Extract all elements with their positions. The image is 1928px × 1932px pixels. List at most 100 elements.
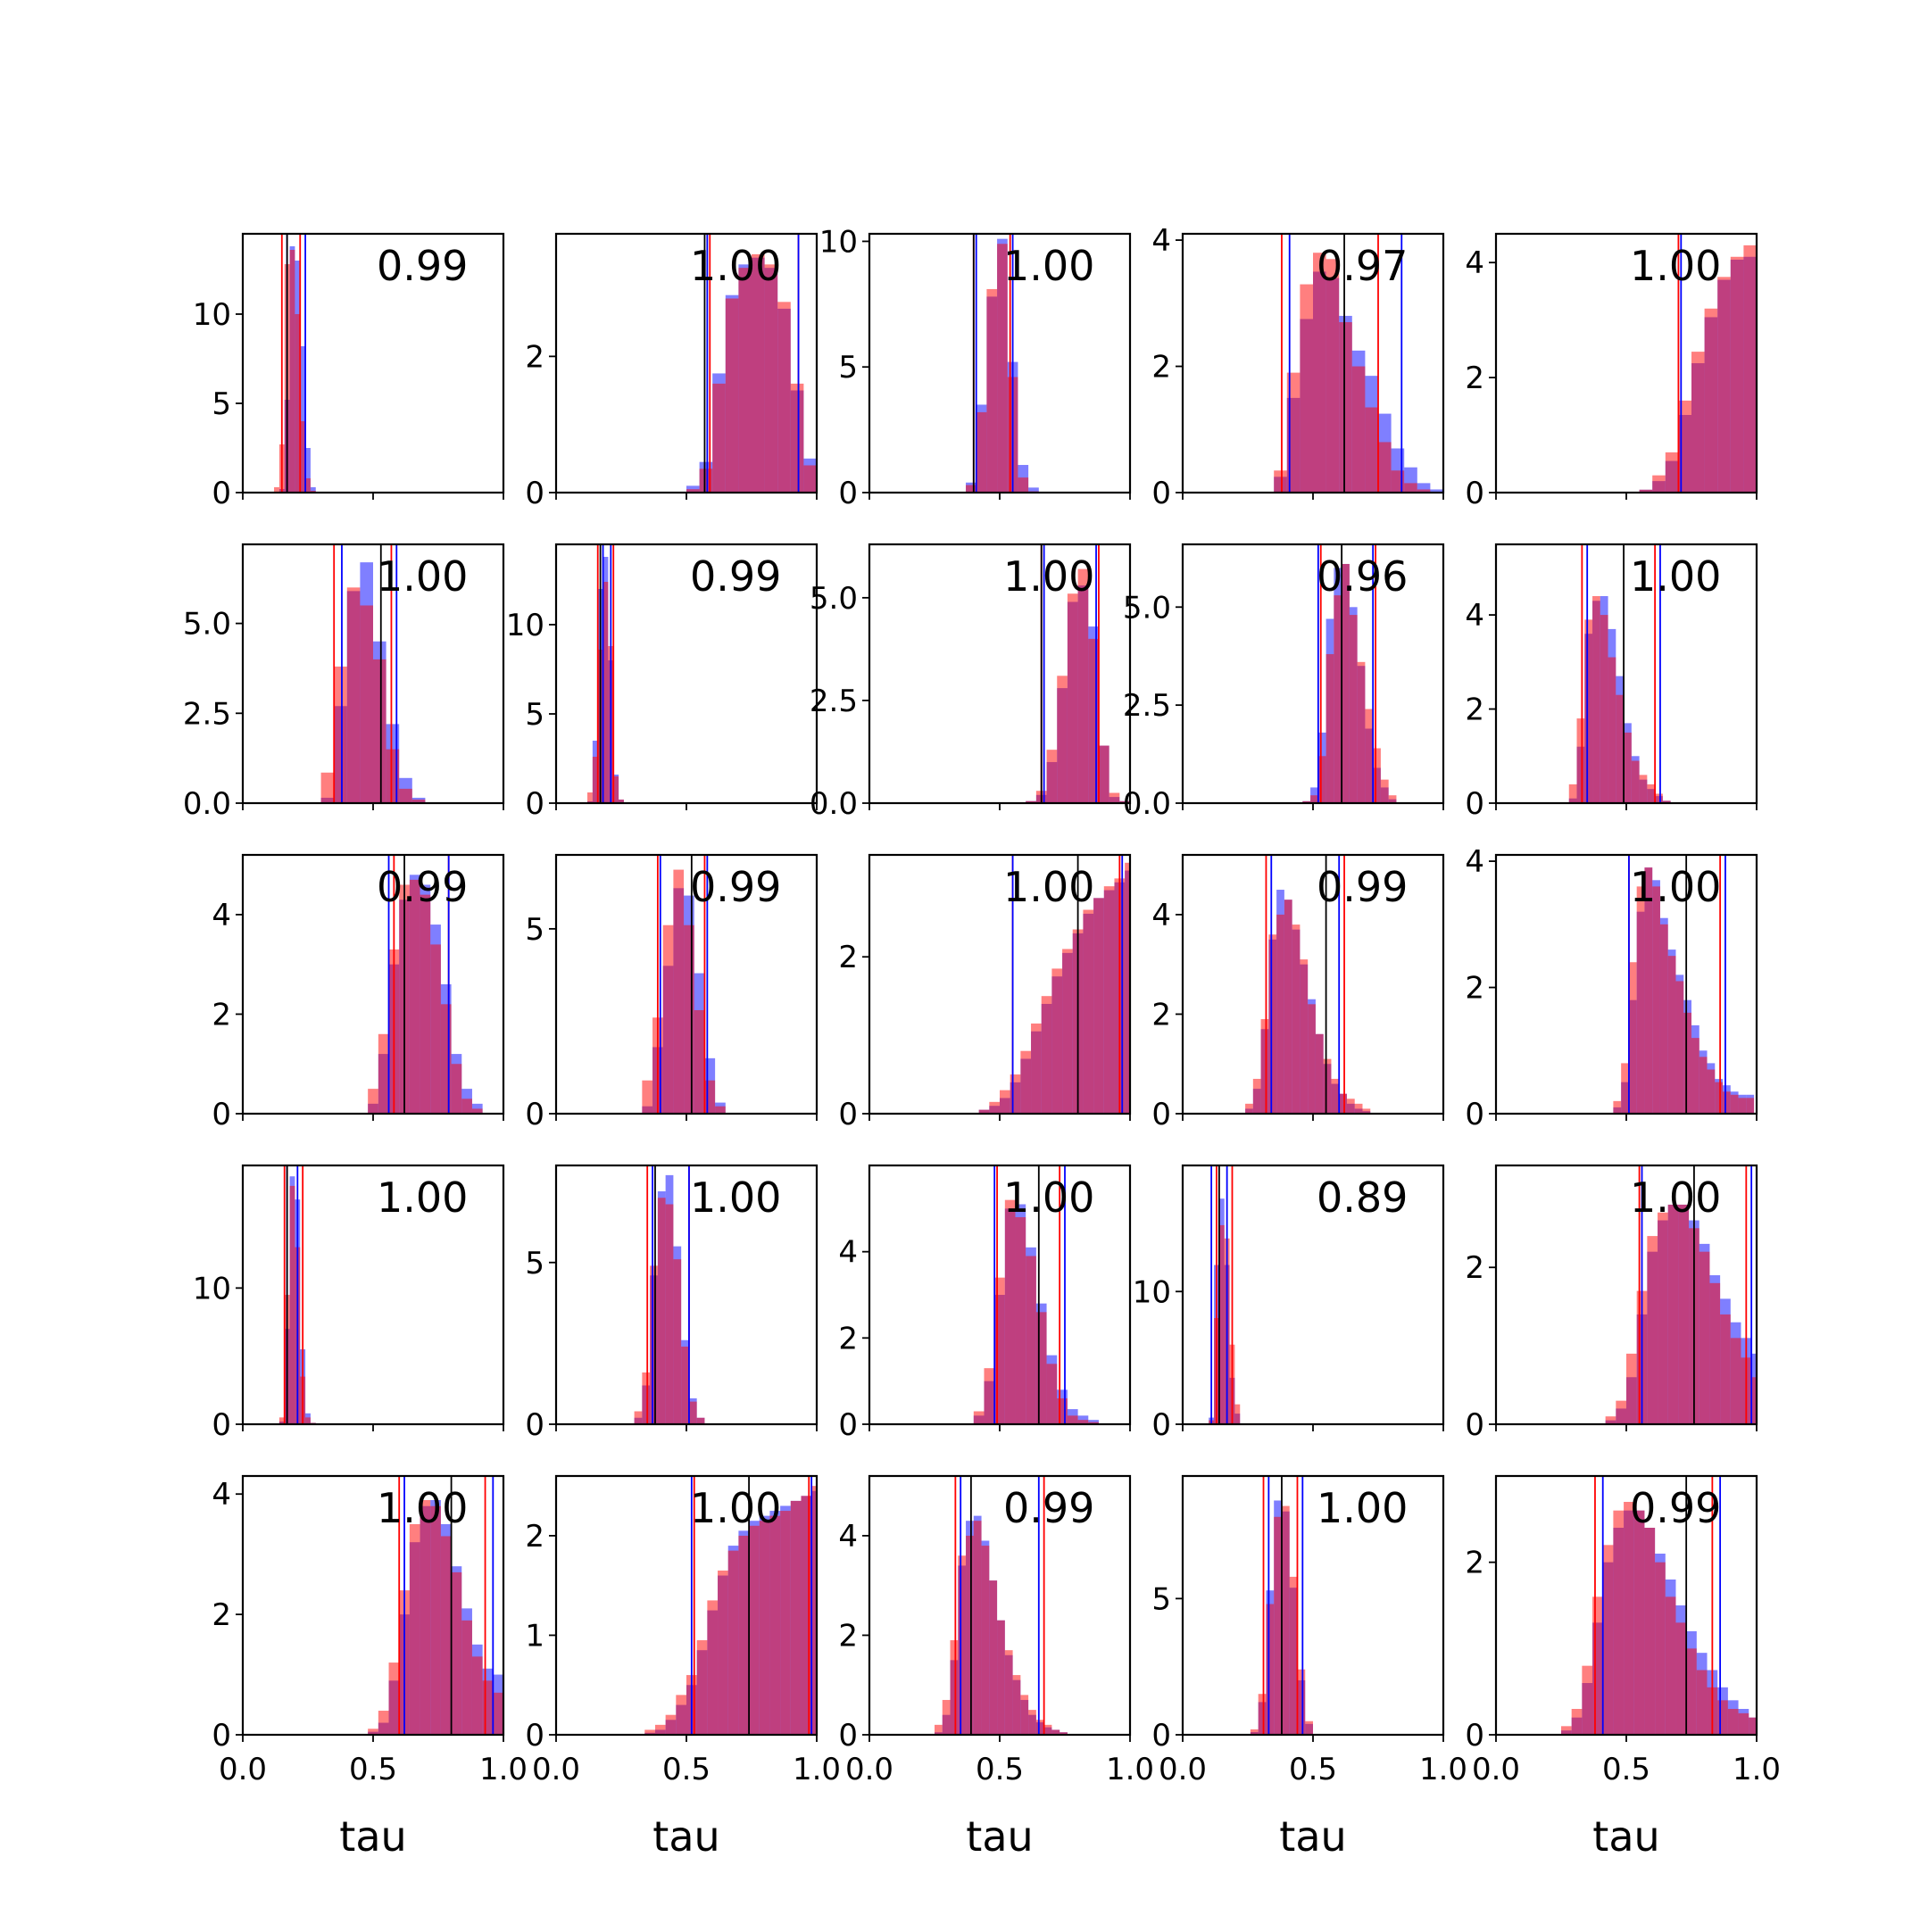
hist-bar-red <box>942 1699 951 1735</box>
hist-bar-red <box>715 1106 726 1114</box>
hist-bar-red <box>451 1571 462 1735</box>
hist-bar-red <box>1339 1093 1347 1114</box>
hist-bar-red <box>1571 1709 1583 1735</box>
hist-bar-red <box>1388 795 1397 803</box>
hist-bar-red <box>1582 1665 1593 1735</box>
hist-bar-red <box>482 1680 494 1735</box>
subplot-r1-c3: 0 5 10 1.00 <box>819 224 1132 511</box>
y-tick-label: 2 <box>212 997 231 1032</box>
x-tick-label: 0.5 <box>1289 1752 1337 1787</box>
subplot-r4-c1: 0 10 1.00 <box>193 1164 505 1443</box>
hist-bar-red <box>1346 1099 1355 1114</box>
y-tick-label: 0 <box>1465 786 1484 822</box>
hist-bar-red <box>1292 925 1301 1114</box>
hist-bar-red <box>1658 1212 1668 1424</box>
hist-bar-red <box>1628 962 1637 1114</box>
hist-bar-red <box>1266 1604 1275 1735</box>
x-axis-label: tau <box>1279 1812 1346 1861</box>
hist-bar-red <box>1308 1004 1316 1114</box>
panel-score-label: 0.99 <box>377 863 468 911</box>
hist-bar-red <box>780 1511 791 1735</box>
subplot-r5-c2: 0 1 2 0.0 0.5 1.0 1.00 tau <box>525 1474 841 1861</box>
y-tick-label: 4 <box>1151 223 1171 259</box>
hist-bar-red <box>1334 595 1342 803</box>
hist-bar-red <box>1313 253 1326 493</box>
y-tick-label: 4 <box>1465 598 1484 634</box>
y-tick-label: 0 <box>212 1407 231 1443</box>
hist-bar-red <box>1665 452 1679 493</box>
hist-bar-red <box>388 1663 400 1735</box>
hist-bar-red <box>274 487 279 493</box>
y-tick-label: 5 <box>1151 1581 1171 1617</box>
hist-bar-red <box>1639 775 1648 803</box>
hist-bar-red <box>1041 996 1052 1114</box>
hist-bar-red <box>958 1555 967 1735</box>
hist-bar-red <box>295 314 301 493</box>
x-tick-label: 1.0 <box>793 1752 841 1787</box>
hist-bar-red <box>1046 1364 1058 1424</box>
hist-bar-red <box>673 1259 682 1424</box>
panel-score-label: 0.99 <box>1317 863 1408 911</box>
hist-bar-red <box>1709 1282 1721 1424</box>
hist-bar-red <box>1284 900 1292 1114</box>
hist-bar-red <box>1365 407 1378 493</box>
hist-bar-red <box>1602 1545 1614 1735</box>
y-tick-label: 0 <box>838 1097 858 1132</box>
hist-bar-red <box>1605 1416 1616 1424</box>
hist-bar-red <box>1675 981 1684 1114</box>
y-tick-label: 0 <box>838 476 858 511</box>
y-tick-label: 0 <box>212 1097 231 1132</box>
hist-bar-red <box>1624 732 1632 803</box>
hist-bar-red <box>684 925 694 1114</box>
subplot-r2-c4: 0.0 2.5 5.0 0.96 <box>1123 543 1445 822</box>
y-tick-label: 0 <box>1151 1407 1171 1443</box>
panel-score-label: 1.00 <box>690 1173 781 1222</box>
x-tick-label: 1.0 <box>1733 1752 1781 1787</box>
hist-bar-red <box>752 253 765 493</box>
subplot-r3-c3: 021.00 <box>838 853 1132 1132</box>
hist-bar-red <box>420 1499 431 1735</box>
hist-bar-red <box>1051 1729 1060 1735</box>
hist-bar-red <box>1659 924 1668 1114</box>
hist-bar-red <box>1720 1314 1731 1424</box>
hist-bar-red <box>1062 949 1073 1114</box>
hist-bar-red <box>1600 615 1608 803</box>
hist-bar-red <box>1252 1078 1261 1114</box>
hist-bar-red <box>1331 1078 1340 1114</box>
hist-bar-red <box>346 587 361 803</box>
hist-bar-red <box>1696 1670 1708 1735</box>
hist-bar-red <box>1018 477 1029 493</box>
hist-bar-red <box>1380 779 1389 803</box>
y-tick-label: 5.0 <box>810 581 858 617</box>
hist-bar-red <box>1631 760 1640 803</box>
hist-bar-red <box>1561 1726 1572 1735</box>
y-tick-label: 2 <box>1465 971 1484 1007</box>
hist-bar-red <box>989 1580 998 1735</box>
hist-bar-red <box>1665 1596 1676 1735</box>
hist-bar-red <box>461 1620 472 1735</box>
hist-bar-red <box>1749 1717 1757 1735</box>
hist-bar-red <box>1636 886 1645 1114</box>
y-tick-label: 4 <box>838 1235 858 1271</box>
hist-bar-red <box>1004 1199 1016 1424</box>
subplot-r4-c5: 021.00 <box>1465 1164 1758 1443</box>
hist-bar-red <box>1000 1090 1010 1114</box>
hist-bar-red <box>420 894 431 1114</box>
hist-bar-red <box>1268 934 1277 1114</box>
hist-bar-red <box>1349 615 1358 803</box>
hist-bar-red <box>1357 661 1366 803</box>
hist-bar-red <box>644 1729 655 1735</box>
subplot-r5-c3: 0 2 4 0.0 0.5 1.0 0.99 tau <box>838 1474 1154 1861</box>
hist-bar-red <box>1365 709 1374 803</box>
hist-bar-red <box>1686 1648 1697 1735</box>
hist-bar-red <box>1339 322 1352 493</box>
hist-bar-red <box>1297 1669 1306 1735</box>
panel-score-label: 1.00 <box>690 1484 781 1532</box>
y-tick-label: 4 <box>838 1519 858 1555</box>
hist-bar-red <box>811 1486 817 1735</box>
y-tick-label: 2 <box>838 1618 858 1654</box>
panel-score-label: 1.00 <box>377 1484 468 1532</box>
hist-bar-red <box>1109 792 1120 803</box>
x-tick-label: 1.0 <box>1106 1752 1154 1787</box>
hist-bar-red <box>973 1411 985 1424</box>
